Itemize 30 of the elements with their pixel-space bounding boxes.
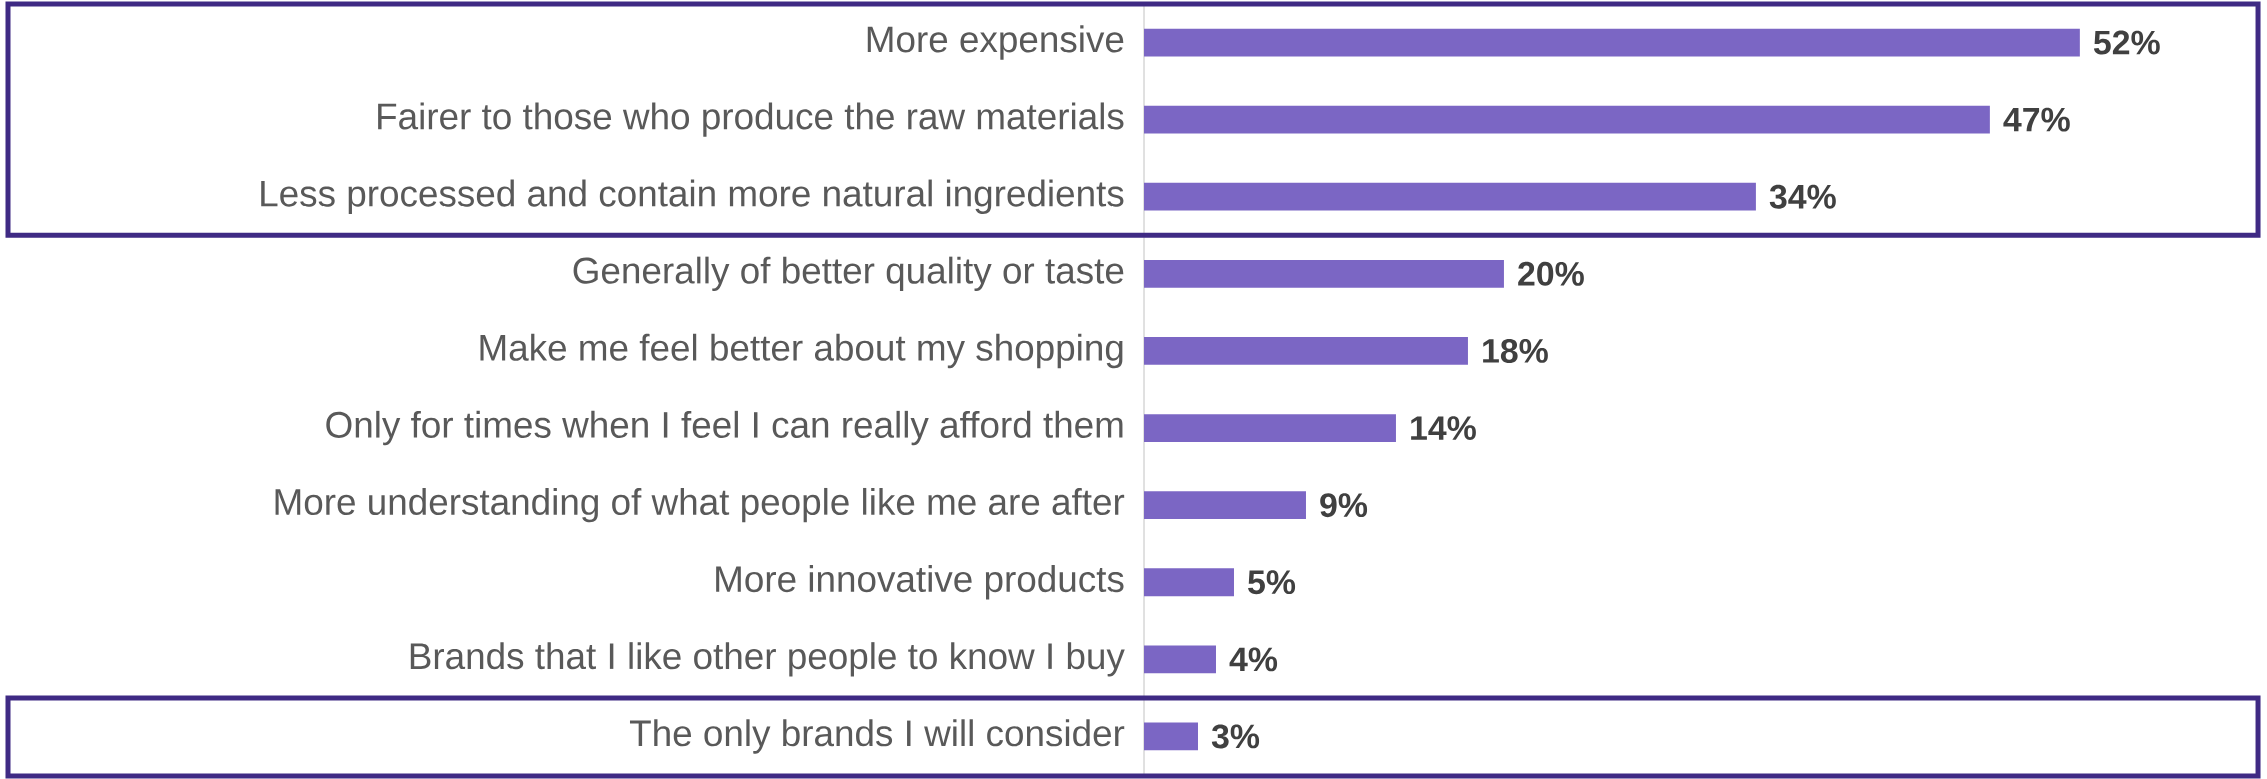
- y-tick-label: Make me feel better about my shopping: [480, 333, 1123, 369]
- y-tick-label: Less processed and contain more natural ingredients: [261, 179, 1124, 214]
- data-label: 5%: [1248, 570, 1296, 595]
- data-label: 3%: [1211, 724, 1260, 749]
- data-label: 20%: [1518, 261, 1584, 286]
- data-label: 47%: [2003, 107, 2070, 132]
- y-tick-label: Only for times when I feel I can really afford them: [326, 410, 1123, 446]
- y-tick-label: More expensive: [867, 25, 1124, 60]
- data-label: 52%: [2093, 30, 2160, 55]
- bar: [1144, 491, 1306, 520]
- bar: [1144, 414, 1396, 442]
- y-tick-label: Brands that I like other people to know I buy: [410, 642, 1125, 677]
- y-tick-label: The only brands I will consider: [629, 719, 1125, 754]
- y-tick-label: Fairer to those who produce the raw materials: [378, 102, 1124, 137]
- bar: [1144, 105, 1990, 134]
- y-tick-label: Generally of better quality or taste: [573, 256, 1124, 292]
- bar: [1144, 182, 1756, 211]
- data-label: 4%: [1229, 647, 1278, 672]
- data-label: 18%: [1483, 338, 1548, 363]
- data-label: 14%: [1411, 416, 1476, 440]
- bar: [1144, 28, 2080, 57]
- data-label: 34%: [1769, 184, 1836, 209]
- bar: [1144, 645, 1216, 674]
- bar: [1144, 259, 1504, 288]
- data-label: 9%: [1320, 493, 1368, 518]
- bar: [1144, 722, 1198, 751]
- bar: [1144, 337, 1468, 365]
- y-tick-label: More understanding of what people like me are after: [275, 487, 1125, 523]
- bar: [1144, 568, 1234, 597]
- y-tick-label: More innovative products: [716, 565, 1124, 600]
